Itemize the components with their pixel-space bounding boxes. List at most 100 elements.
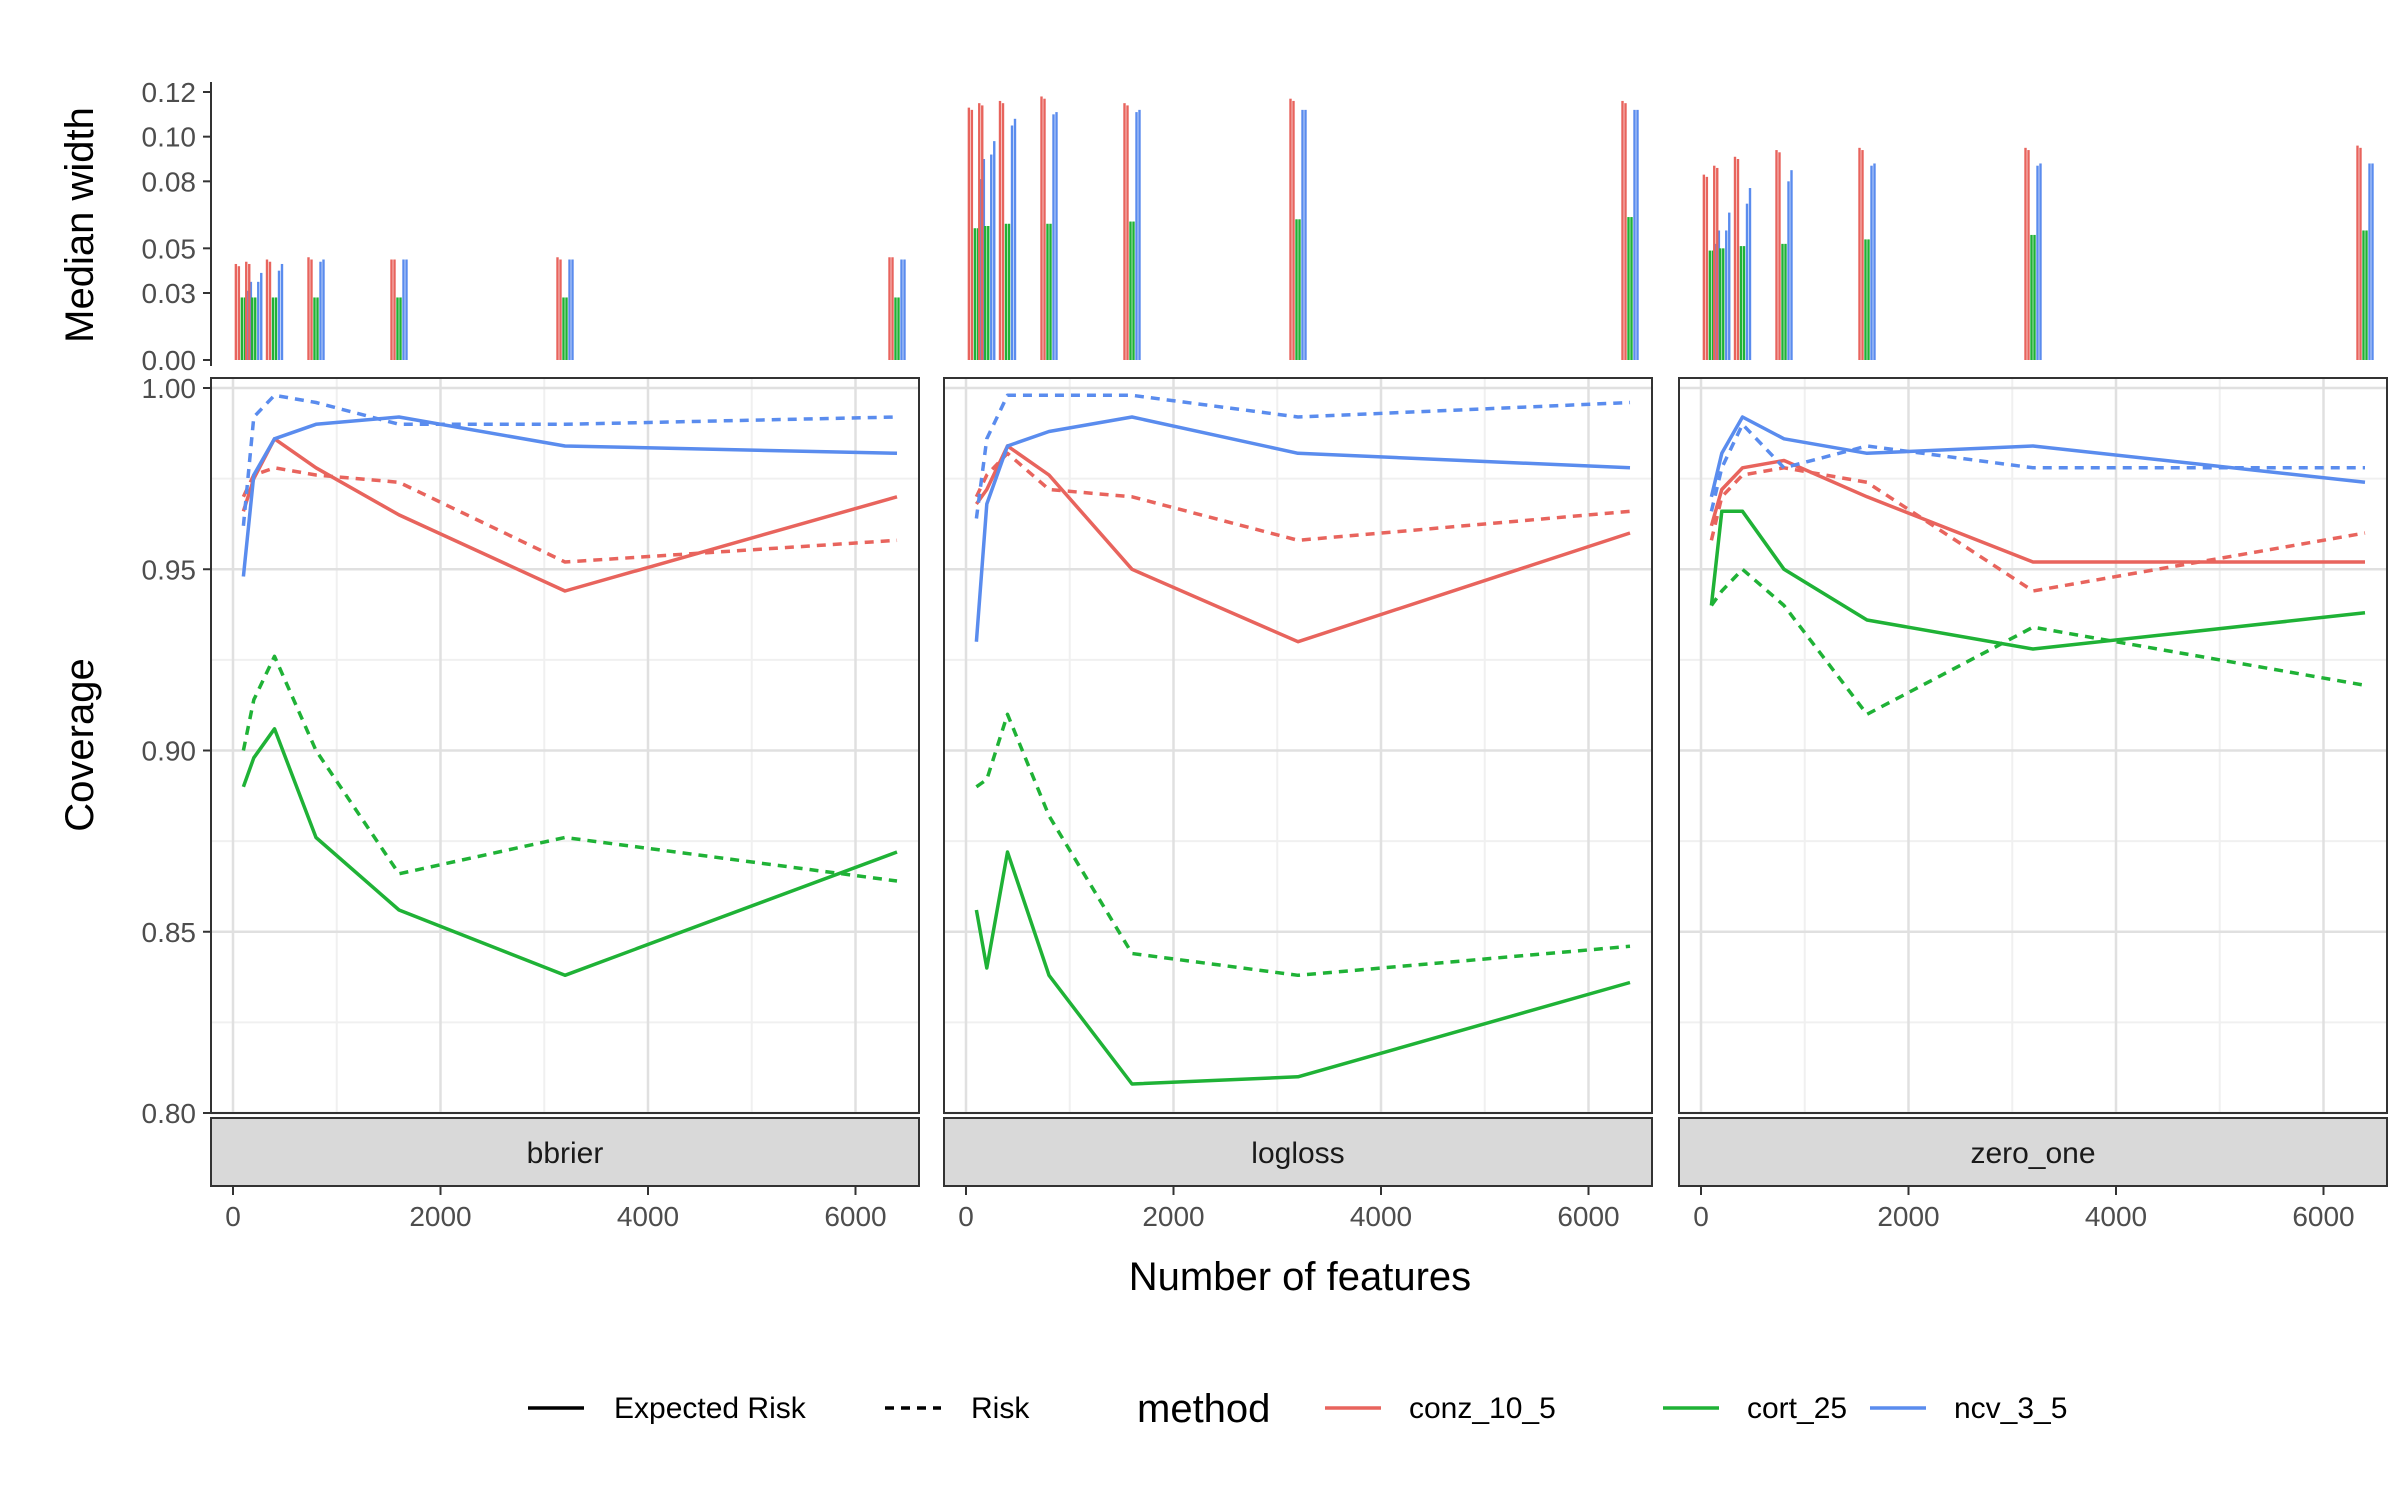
width-bar — [1013, 118, 1017, 360]
width-bar — [1858, 147, 1861, 360]
width-bar — [257, 281, 260, 360]
width-bar — [1046, 223, 1049, 360]
width-bar — [274, 297, 278, 360]
width-bar — [973, 228, 977, 360]
width-bar — [1713, 165, 1716, 360]
width-bar — [981, 105, 984, 361]
series-line-cort_25-risk — [975, 712, 1631, 978]
width-bar — [559, 259, 562, 360]
y-tick-label: 0.85 — [142, 917, 197, 948]
width-bar — [1714, 243, 1718, 360]
series-line-cort_25-risk — [241, 654, 898, 883]
width-bar — [1722, 248, 1725, 360]
series-line-conz_10_5-risk — [974, 451, 1631, 543]
x-tick-label: 6000 — [2292, 1201, 2354, 1232]
y-axis-title-median-width: Median width — [58, 107, 102, 343]
width-bar — [2027, 150, 2030, 360]
width-bar — [562, 297, 565, 360]
width-bar — [1301, 109, 1304, 360]
width-bar — [1621, 100, 1624, 360]
width-bar — [976, 228, 980, 360]
panel-logloss: logloss 0 2000 4000 6000 — [943, 377, 1653, 1232]
width-bar — [1624, 103, 1627, 361]
width-bar — [1705, 176, 1709, 360]
series-line-ncv_3_5-risk — [974, 393, 1631, 519]
width-bar — [998, 100, 1002, 360]
width-bar — [1702, 174, 1706, 360]
width-bar — [970, 109, 974, 360]
width-bar — [1636, 109, 1639, 360]
width-bar — [2036, 165, 2039, 360]
y-tick-label: 0.80 — [142, 1098, 197, 1129]
legend-label-cort_25: cort_25 — [1747, 1392, 1847, 1425]
panel-border — [210, 377, 920, 1114]
strip-label: bbrier — [527, 1137, 604, 1170]
width-bar — [1630, 217, 1633, 360]
width-bar — [982, 159, 986, 360]
width-bar — [2024, 147, 2027, 360]
legend-title-method: method — [1137, 1387, 1270, 1431]
width-bar — [316, 297, 319, 360]
width-bar — [399, 297, 402, 360]
width-bar — [1004, 223, 1008, 360]
y-tick-label: 1.00 — [142, 373, 197, 404]
width-bar — [1049, 223, 1052, 360]
y-tick-label: 0.95 — [142, 554, 197, 585]
x-tick-label: 4000 — [617, 1201, 679, 1232]
width-bar — [268, 261, 272, 360]
width-bar — [248, 263, 251, 360]
width-bar — [1778, 152, 1781, 360]
top-y-tick-label: 0.03 — [142, 278, 197, 309]
x-tick-label: 4000 — [1350, 1201, 1412, 1232]
width-bar — [1736, 159, 1740, 360]
width-bar — [1289, 98, 1292, 360]
series-line-conz_10_5-expected-risk — [974, 444, 1631, 644]
width-bar — [271, 297, 275, 360]
strip-background — [1678, 1117, 2388, 1187]
width-bar — [897, 297, 900, 360]
series-line-ncv_3_5-expected-risk — [974, 415, 1631, 642]
panel-background — [944, 378, 1652, 1113]
y-tick-label: 0.90 — [142, 736, 197, 767]
width-bar — [565, 297, 568, 360]
width-bar — [265, 259, 269, 360]
width-bar — [1716, 167, 1719, 360]
top-y-tick-label: 0.08 — [142, 166, 197, 197]
width-bar — [1719, 248, 1722, 360]
legend-label-expected-risk: Expected Risk — [614, 1392, 807, 1425]
width-bar — [405, 259, 408, 360]
width-bar — [246, 290, 250, 360]
width-bar — [1708, 250, 1712, 360]
width-bar — [900, 259, 903, 360]
x-tick-label: 0 — [1693, 1201, 1709, 1232]
width-bar — [2039, 163, 2042, 360]
width-bar — [319, 261, 322, 360]
width-bar — [2359, 147, 2362, 360]
width-bar — [1001, 103, 1005, 361]
width-bar — [1298, 219, 1301, 360]
panel-background — [1679, 378, 2387, 1113]
width-bar — [313, 297, 316, 360]
width-bar — [2030, 234, 2033, 360]
width-bar — [1745, 203, 1749, 360]
width-bar — [402, 259, 405, 360]
top-y-tick-label: 0.10 — [142, 122, 197, 153]
width-bar — [1135, 112, 1138, 360]
width-bar — [277, 270, 281, 360]
series-line-cort_25-expected-risk — [1709, 509, 2366, 651]
width-bar — [1790, 170, 1793, 360]
x-tick-label: 6000 — [1557, 1201, 1619, 1232]
width-bar — [894, 297, 897, 360]
width-bar — [322, 259, 325, 360]
width-bar — [1717, 230, 1721, 360]
width-bar — [2033, 234, 2036, 360]
top-y-tick-label: 0.00 — [142, 345, 197, 376]
width-bar — [2365, 230, 2368, 360]
width-bar — [556, 257, 559, 360]
width-bar — [1870, 165, 1873, 360]
width-bar — [967, 107, 971, 360]
strip-background — [210, 1117, 920, 1187]
x-tick-label: 2000 — [1142, 1201, 1204, 1232]
top-y-tick-label: 0.05 — [142, 233, 197, 264]
